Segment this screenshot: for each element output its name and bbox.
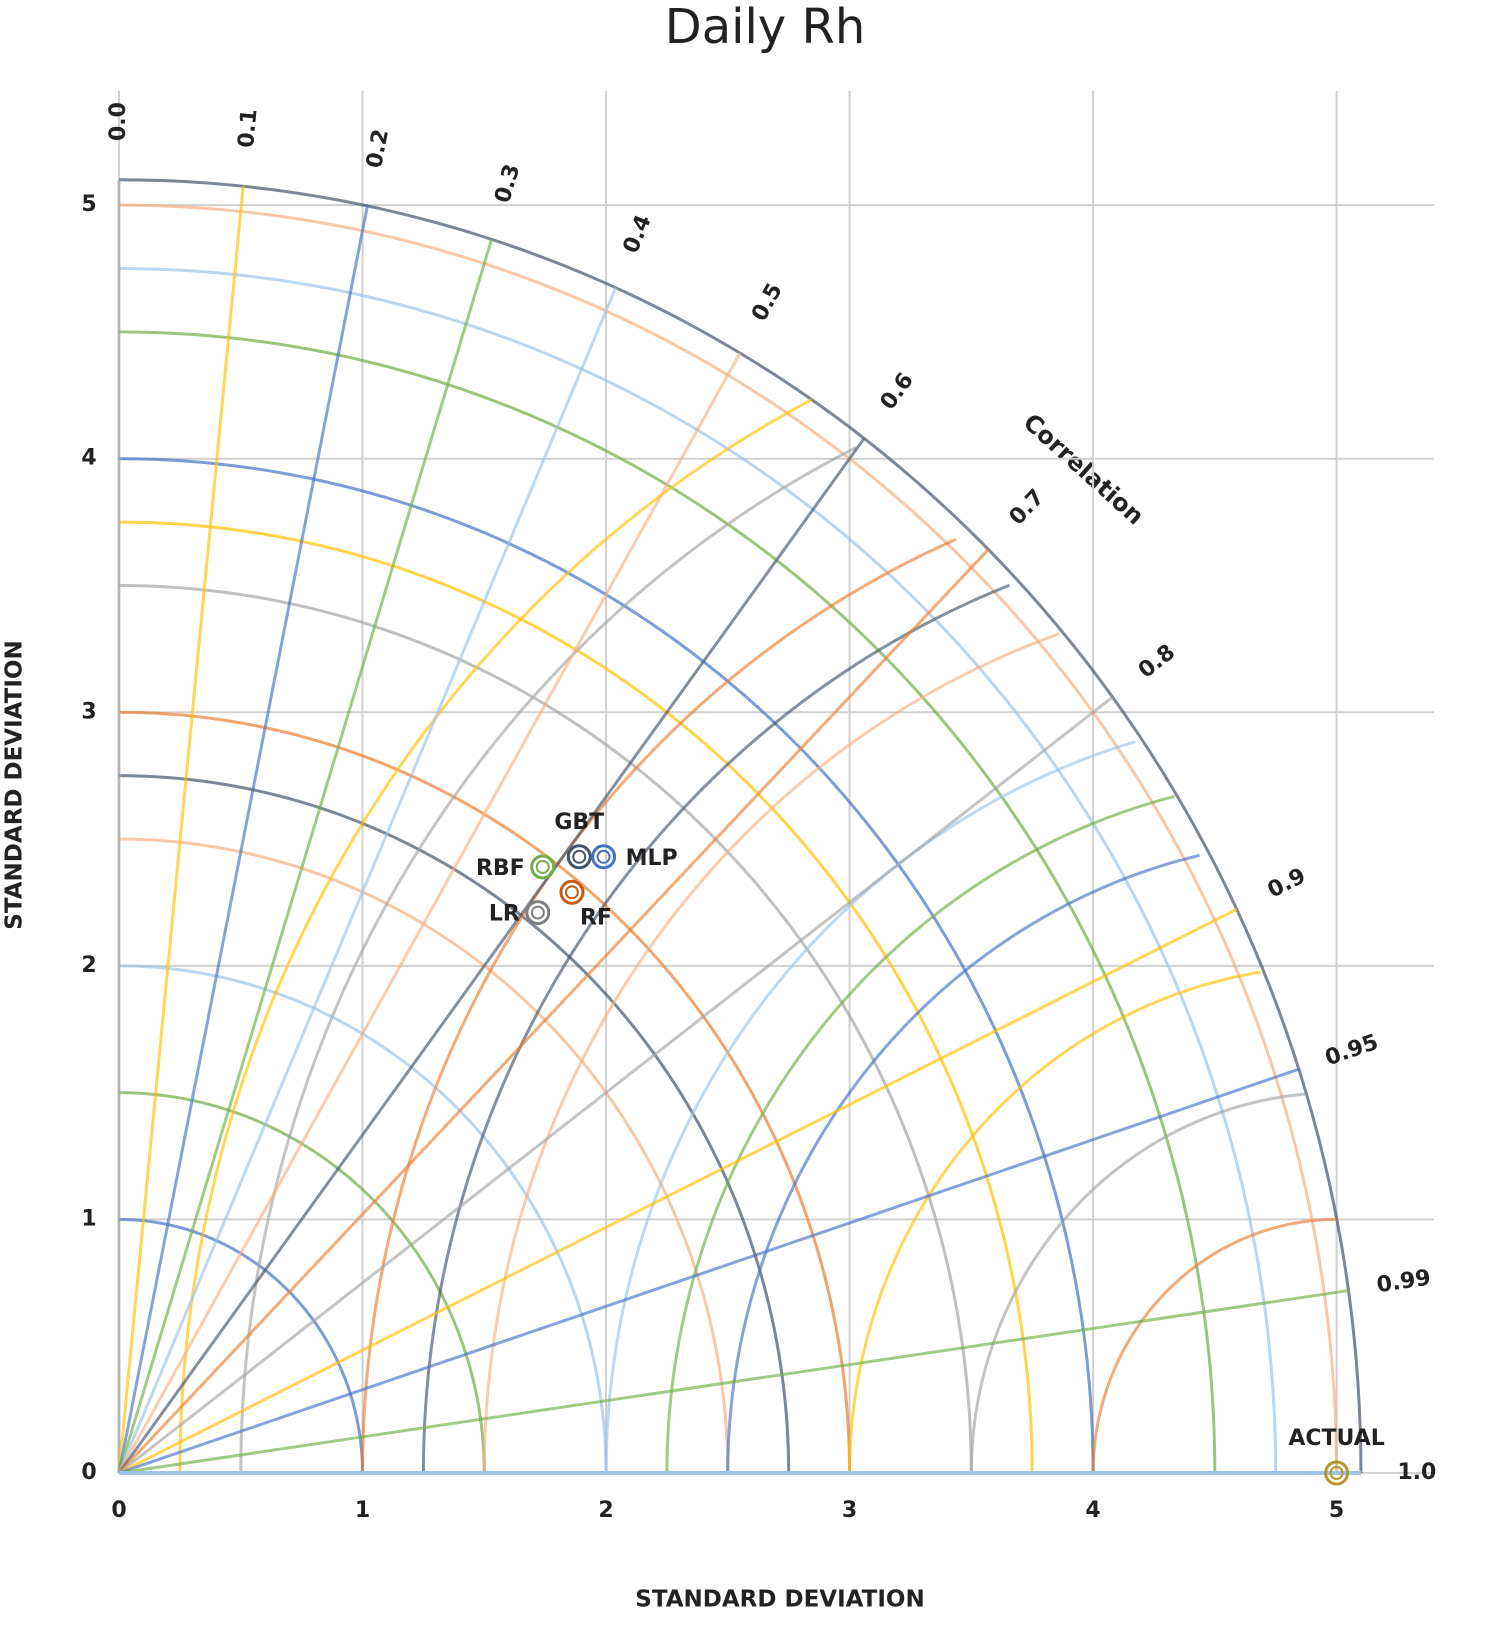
rmsd-arc [239, 446, 857, 1474]
point-inner [596, 849, 611, 864]
rmsd-arc [726, 853, 1201, 1474]
correlation-label: 0.3 [490, 161, 525, 206]
correlation-label: 0.8 [1134, 640, 1180, 684]
y-axis-title: STANDARD DEVIATION [2, 640, 28, 929]
std-arc [118, 964, 608, 1474]
y-tick-label: 5 [81, 192, 96, 217]
x-axis-title: STANDARD DEVIATION [635, 1587, 924, 1613]
point-label: RF [580, 905, 612, 930]
x-tick-label: 2 [598, 1498, 613, 1523]
correlation-label: 1.0 [1397, 1460, 1436, 1485]
rmsd-arc [604, 740, 1136, 1474]
y-tick-label: 4 [81, 446, 96, 471]
x-tick-label: 5 [1329, 1498, 1344, 1523]
std-arc [118, 520, 1034, 1474]
correlation-line [117, 205, 369, 1474]
std-arc [118, 1091, 486, 1474]
point-label: MLP [626, 846, 678, 871]
std-arc [118, 1217, 365, 1474]
rmsd-arc [482, 632, 1060, 1474]
y-tick-label: 3 [81, 699, 96, 724]
correlation-label: 0.2 [362, 127, 394, 170]
correlation-line [117, 186, 245, 1474]
x-tick-label: 1 [355, 1498, 370, 1523]
correlation-line [117, 352, 742, 1474]
rmsd-arc [1091, 1217, 1337, 1474]
y-tick-label: 1 [81, 1206, 96, 1231]
x-tick-label: 0 [111, 1498, 126, 1523]
point-inner [530, 905, 545, 920]
point-inner [1329, 1466, 1344, 1480]
rmsd-arc [178, 398, 813, 1474]
correlation-label: 0.4 [619, 211, 657, 257]
std-arc [118, 203, 1339, 1474]
correlation-label: 0.7 [1005, 485, 1050, 531]
correlation-line [117, 238, 494, 1474]
std-arc [118, 267, 1278, 1474]
point-label: GBT [554, 810, 604, 835]
correlation-label: 0.99 [1375, 1266, 1432, 1299]
point-label: RBF [476, 856, 525, 881]
std-arc [118, 330, 1217, 1474]
std-arc [118, 457, 1095, 1474]
point [559, 879, 585, 905]
point-inner [572, 849, 587, 864]
correlation-label: 0.6 [876, 368, 919, 414]
correlation-label: 0.0 [106, 102, 131, 141]
std-arc [118, 837, 730, 1474]
chart-title: Daily Rh [665, 0, 865, 55]
point-inner [535, 859, 550, 874]
std-arc [118, 774, 791, 1474]
rmsd-arc [969, 1092, 1305, 1474]
point-label: LR [489, 902, 520, 927]
point [591, 844, 617, 870]
rmsd-arc [421, 583, 1010, 1474]
correlation-label: 0.9 [1264, 864, 1310, 904]
correlation-line [117, 548, 990, 1475]
correlation-label: 0.1 [234, 108, 263, 149]
rmsd-arc [361, 537, 957, 1474]
correlation-line [118, 907, 1238, 1475]
correlation-line [118, 1289, 1349, 1475]
point [1324, 1460, 1350, 1486]
correlation-label: 0.5 [747, 279, 788, 325]
point-label: ACTUAL [1288, 1426, 1384, 1451]
rmsd-arc [665, 794, 1175, 1474]
std-arc [118, 178, 1363, 1474]
point [566, 844, 592, 870]
point-inner [564, 885, 579, 900]
y-tick-label: 0 [81, 1460, 96, 1485]
correlation-line [117, 437, 866, 1474]
rmsd-arc [848, 970, 1261, 1474]
correlation-line [118, 1067, 1300, 1475]
correlation-line [117, 287, 618, 1474]
std-arc [118, 583, 973, 1474]
x-tick-label: 3 [842, 1498, 857, 1523]
correlation-line [118, 695, 1114, 1475]
y-tick-label: 2 [81, 953, 96, 978]
correlation-label: 0.95 [1322, 1030, 1381, 1071]
std-arc [118, 710, 852, 1474]
x-tick-label: 4 [1085, 1498, 1100, 1523]
point [525, 900, 551, 926]
point [530, 854, 556, 880]
